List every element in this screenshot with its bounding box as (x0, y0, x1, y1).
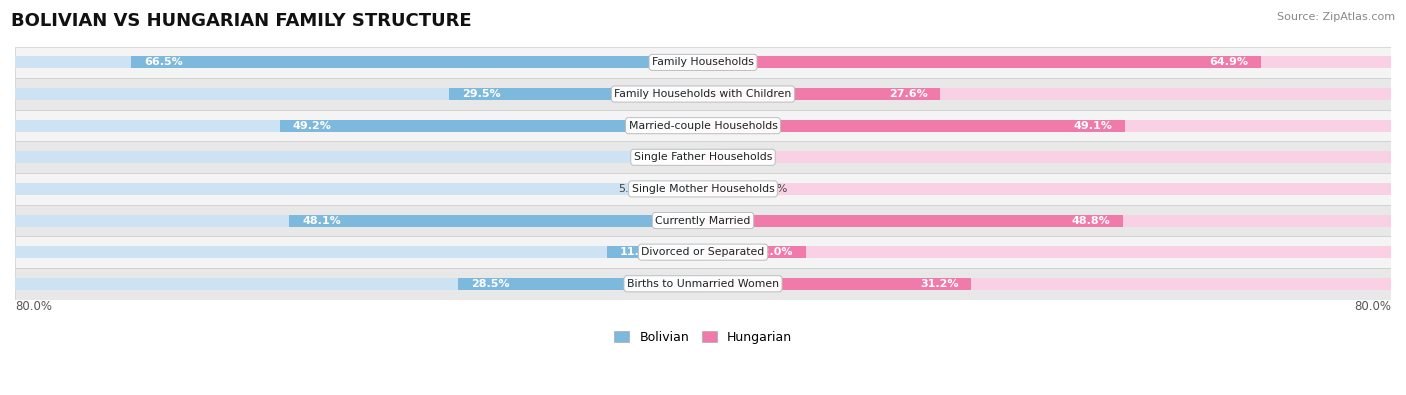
Bar (15, 236, 1391, 268)
Text: 12.0%: 12.0% (755, 247, 793, 257)
Bar (15, 151, 703, 163)
Text: Single Father Households: Single Father Households (634, 152, 772, 162)
Bar (15, 110, 1391, 141)
Bar (15, 173, 1391, 205)
Text: Married-couple Households: Married-couple Households (628, 120, 778, 131)
Text: BOLIVIAN VS HUNGARIAN FAMILY STRUCTURE: BOLIVIAN VS HUNGARIAN FAMILY STRUCTURE (11, 12, 472, 30)
Text: 5.7%: 5.7% (759, 184, 787, 194)
Bar (703, 120, 1125, 132)
Bar (703, 88, 941, 100)
Text: 28.5%: 28.5% (471, 279, 509, 289)
Legend: Bolivian, Hungarian: Bolivian, Hungarian (609, 326, 797, 349)
Text: 29.5%: 29.5% (463, 89, 501, 99)
Bar (703, 214, 1122, 227)
Bar (131, 56, 703, 68)
Text: Family Households with Children: Family Households with Children (614, 89, 792, 99)
Bar (15, 214, 703, 227)
Text: 49.2%: 49.2% (292, 120, 332, 131)
Bar (15, 47, 1391, 78)
Bar (703, 56, 1391, 68)
Bar (15, 246, 703, 258)
Text: 80.0%: 80.0% (15, 299, 52, 312)
Text: Births to Unmarried Women: Births to Unmarried Women (627, 279, 779, 289)
Text: 49.1%: 49.1% (1074, 120, 1112, 131)
Text: 31.2%: 31.2% (920, 279, 959, 289)
Text: 66.5%: 66.5% (143, 57, 183, 68)
Text: 2.3%: 2.3% (648, 152, 676, 162)
Bar (15, 183, 703, 195)
Bar (654, 183, 703, 195)
Bar (703, 183, 752, 195)
Bar (15, 141, 1391, 173)
Text: Family Households: Family Households (652, 57, 754, 68)
Text: 27.6%: 27.6% (889, 89, 928, 99)
Bar (703, 246, 1391, 258)
Text: Single Mother Households: Single Mother Households (631, 184, 775, 194)
Text: 2.2%: 2.2% (728, 152, 758, 162)
Bar (15, 78, 1391, 110)
Text: 48.8%: 48.8% (1071, 216, 1109, 226)
Text: Currently Married: Currently Married (655, 216, 751, 226)
Bar (280, 120, 703, 132)
Bar (458, 278, 703, 290)
Bar (15, 120, 703, 132)
Text: Source: ZipAtlas.com: Source: ZipAtlas.com (1277, 12, 1395, 22)
Bar (703, 151, 721, 163)
Bar (703, 246, 806, 258)
Bar (450, 88, 703, 100)
Text: Divorced or Separated: Divorced or Separated (641, 247, 765, 257)
Text: 80.0%: 80.0% (1354, 299, 1391, 312)
Bar (15, 205, 1391, 236)
Bar (606, 246, 703, 258)
Bar (703, 278, 1391, 290)
Bar (15, 88, 703, 100)
Bar (703, 151, 1391, 163)
Bar (290, 214, 703, 227)
Bar (703, 56, 1261, 68)
Text: 5.8%: 5.8% (617, 184, 647, 194)
Text: 11.2%: 11.2% (620, 247, 658, 257)
Bar (703, 183, 1391, 195)
Bar (15, 56, 703, 68)
Text: 48.1%: 48.1% (302, 216, 342, 226)
Bar (15, 278, 703, 290)
Bar (15, 268, 1391, 299)
Bar (683, 151, 703, 163)
Bar (703, 120, 1391, 132)
Text: 64.9%: 64.9% (1209, 57, 1249, 68)
Bar (703, 278, 972, 290)
Bar (703, 88, 1391, 100)
Bar (703, 214, 1391, 227)
